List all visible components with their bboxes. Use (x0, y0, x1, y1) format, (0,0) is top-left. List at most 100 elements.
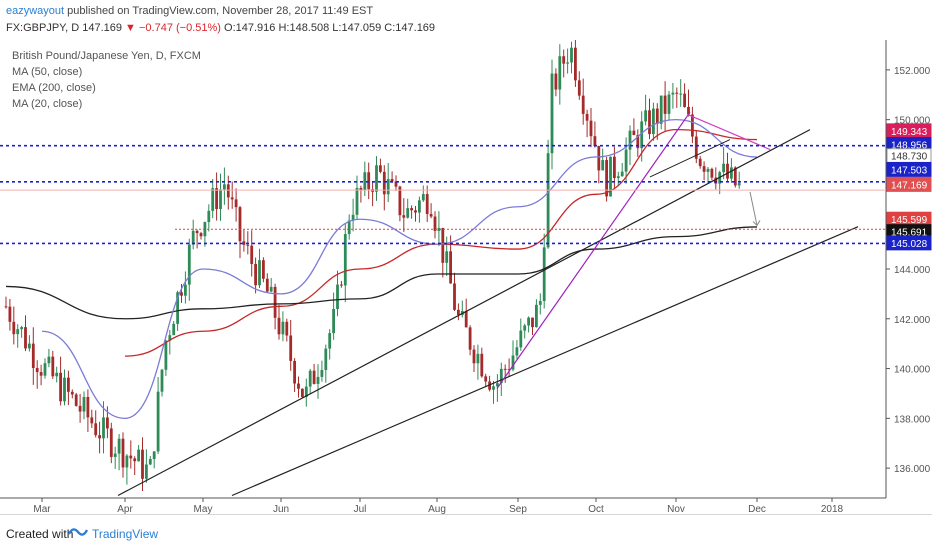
candle-body (67, 377, 70, 392)
price-badge: 145.028 (886, 235, 932, 251)
candle-body (16, 329, 20, 335)
candle-body (359, 187, 363, 191)
y-tick-label: 140.000 (894, 365, 931, 376)
chart-legend: British Pound/Japanese Yen, D, FXCM MA (… (12, 48, 201, 112)
candle-body (574, 47, 577, 81)
candle-body (320, 369, 324, 377)
candle-body (86, 397, 90, 418)
price-badge: 149.343 (886, 123, 932, 139)
candle-body (285, 321, 289, 336)
price-chart[interactable]: 136.000138.000140.000142.000144.000146.0… (0, 40, 932, 514)
candle-body (379, 165, 382, 172)
candle-body (164, 340, 168, 370)
candle-body (616, 176, 620, 179)
candle-body (659, 95, 663, 124)
price-badge-label: 148.956 (891, 141, 928, 152)
candle-body (238, 207, 242, 242)
candle-body (457, 309, 460, 315)
candle-body (425, 194, 429, 214)
author-link[interactable]: eazywayout (6, 5, 65, 17)
price-badge-label: 148.730 (891, 152, 928, 163)
candle-body (507, 369, 511, 371)
open-value: O:147.916 (224, 22, 276, 34)
candle-body (523, 325, 527, 331)
price-badge-label: 145.691 (891, 228, 928, 239)
price-badge-label: 147.169 (891, 180, 928, 191)
candle-body (585, 113, 589, 121)
candle-body (63, 377, 66, 402)
candle-body (199, 233, 203, 237)
candle-body (640, 121, 644, 149)
created-with-label: Created with (6, 527, 74, 541)
candle-body (24, 327, 27, 349)
candle-body (31, 343, 35, 368)
candle-body (581, 95, 585, 114)
candle-body (531, 317, 534, 328)
down-arrow-icon: ▼ (125, 22, 136, 34)
candle-body (562, 56, 566, 64)
candle-body (180, 292, 183, 296)
candle-body (234, 199, 238, 208)
x-tick-label: Mar (33, 504, 51, 514)
candle-body (605, 160, 608, 197)
candle-body (141, 449, 144, 479)
candle-body (410, 208, 413, 211)
candle-body (340, 284, 343, 286)
price-badge-bg (886, 176, 932, 192)
price-badge: 148.956 (886, 137, 932, 153)
candle-body (453, 283, 456, 310)
candle-body (414, 210, 417, 213)
x-tick-label: Oct (588, 504, 604, 514)
tradingview-brand[interactable]: TradingView (92, 527, 159, 541)
candle-body (347, 220, 351, 235)
price-change: −0.747 (−0.51%) (139, 22, 221, 34)
trendline-purple-falling (687, 114, 771, 151)
candle-body (293, 360, 296, 384)
candle-body (468, 327, 472, 350)
candle-body (726, 163, 729, 179)
candle-body (90, 417, 94, 424)
candle-body (601, 160, 605, 171)
trendline-lower (231, 226, 859, 497)
candle-body (304, 386, 308, 397)
candle-body (398, 186, 402, 216)
candle-body (343, 234, 347, 286)
y-tick-label: 144.000 (894, 265, 931, 276)
legend-title: British Pound/Japanese Yen, D, FXCM (12, 50, 201, 62)
candle-body (702, 166, 706, 172)
candle-body (589, 120, 593, 137)
candle-body (496, 383, 499, 387)
candle-body (125, 455, 129, 468)
candle-body (215, 188, 218, 210)
candle-body (683, 93, 686, 107)
candle-body (628, 130, 632, 150)
price-badge: 147.169 (886, 176, 932, 192)
y-tick-label: 142.000 (894, 315, 931, 326)
price-badge-label: 145.028 (891, 239, 928, 250)
candle-body (297, 383, 300, 389)
price-badge: 145.599 (886, 211, 932, 227)
legend-ma20[interactable]: MA (20, close) (12, 98, 83, 110)
candle-body (156, 391, 160, 452)
candle-body (191, 230, 195, 245)
candle-body (172, 323, 176, 336)
trendline-purple-rising (496, 111, 691, 389)
candle-body (70, 391, 74, 395)
candle-body (277, 317, 281, 335)
x-tick-label: 2018 (821, 504, 844, 514)
candle-body (363, 172, 367, 191)
candle-body (609, 156, 612, 197)
y-tick-label: 152.000 (894, 66, 931, 77)
candle-body (546, 153, 550, 248)
candle-body (230, 197, 234, 200)
candle-body (35, 367, 39, 373)
candle-body (550, 73, 554, 154)
legend-ema200[interactable]: EMA (200, close) (12, 82, 96, 94)
candle-body (488, 381, 491, 390)
candle-body (492, 386, 495, 390)
close-value: C:147.169 (384, 22, 436, 34)
y-tick-label: 138.000 (894, 414, 931, 425)
candle-body (55, 372, 59, 377)
x-tick-label: May (194, 504, 213, 514)
legend-ma50[interactable]: MA (50, close) (12, 66, 83, 78)
